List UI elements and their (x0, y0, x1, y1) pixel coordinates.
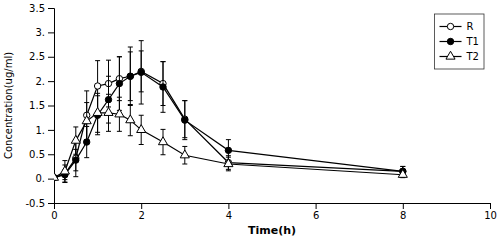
point (180, 150, 189, 158)
legend-entry: R (440, 21, 474, 32)
y-tick: 1. (35, 125, 54, 136)
series (54, 51, 406, 183)
x-tick-label: 0 (51, 210, 57, 221)
x-tick: 0 (51, 203, 57, 221)
x-tick-mark (316, 203, 317, 209)
point (225, 147, 231, 153)
point (82, 116, 91, 124)
point (160, 84, 166, 90)
x-tick-label: 10 (484, 210, 497, 221)
legend-entry: T2 (440, 51, 479, 62)
y-tick-mark (48, 8, 54, 9)
x-tick: 4 (226, 203, 232, 221)
y-tick-label: 2. (35, 76, 45, 87)
y-tick-label: 2.5 (29, 51, 45, 62)
x-tick: 2 (139, 203, 145, 221)
point (94, 83, 100, 89)
point (93, 108, 102, 116)
y-tick-label: 3.5 (29, 3, 45, 14)
legend: R T1 T2 (435, 14, 484, 69)
point (138, 69, 144, 75)
x-axis-title: Time(h) (248, 224, 296, 237)
point (60, 166, 69, 174)
series (54, 41, 406, 181)
y-tick-mark (48, 81, 54, 82)
point (138, 68, 144, 74)
legend-label: R (467, 21, 474, 32)
y-tick: 1.5 (29, 100, 54, 111)
legend-label: T1 (466, 36, 479, 47)
y-tick-mark (48, 130, 54, 131)
error-bar (161, 62, 166, 113)
legend-box (435, 14, 484, 69)
x-tick-label: 2 (139, 210, 145, 221)
y-tick-label: 1. (35, 125, 45, 136)
x-tick-label: 4 (226, 210, 232, 221)
legend-marker (447, 38, 453, 44)
series (54, 93, 407, 182)
point (127, 73, 133, 79)
y-tick-mark (48, 32, 54, 33)
error-bar (128, 47, 133, 106)
point (116, 80, 122, 86)
y-tick-label: 0. (35, 173, 45, 184)
point (127, 73, 133, 79)
y-tick: 0. (35, 173, 54, 184)
y-tick-mark (48, 179, 54, 180)
y-tick-mark (48, 106, 54, 107)
point (137, 125, 146, 133)
series-line (54, 71, 403, 177)
x-axis: 0 2 4 6 8 10 (51, 203, 497, 221)
y-tick: 2. (35, 76, 54, 87)
plot-root: 0 2 4 6 8 10 -0.5 0. 0.5 1. 1.5 2. 2.5 3. 3.5 Time(h) Co… (3, 3, 497, 237)
x-axis-line (55, 204, 491, 210)
legend-marker (447, 23, 453, 29)
y-tick-mark (48, 154, 54, 155)
y-tick-label: 3. (35, 27, 45, 38)
point (71, 135, 80, 143)
y-tick: -0.5 (25, 198, 54, 209)
legend-entry: T1 (440, 36, 479, 47)
chart: 0 2 4 6 8 10 -0.5 0. 0.5 1. 1.5 2. 2.5 3. 3.5 Time(h) Co… (0, 0, 500, 239)
x-tick: 8 (400, 203, 406, 221)
point (224, 159, 233, 167)
y-tick-label: 0.5 (29, 149, 45, 160)
plot-area (54, 41, 407, 183)
point (73, 157, 79, 163)
x-tick-label: 8 (400, 210, 406, 221)
x-tick-label: 6 (313, 210, 319, 221)
x-tick-mark (141, 203, 142, 209)
legend-label: T2 (466, 51, 479, 62)
y-axis: -0.5 0. 0.5 1. 1.5 2. 2.5 3. 3.5 (25, 3, 54, 209)
point (398, 169, 407, 177)
series-line (54, 72, 403, 177)
x-tick-mark (403, 203, 404, 209)
y-tick: 3. (35, 27, 54, 38)
point (182, 117, 188, 123)
y-tick: 0.5 (29, 149, 54, 160)
series-line (54, 113, 403, 178)
point (126, 115, 135, 123)
x-tick-mark (228, 203, 229, 209)
error-bar (182, 101, 187, 140)
y-axis-line (48, 9, 55, 204)
x-tick: 6 (313, 203, 319, 221)
x-tick-mark (490, 203, 491, 209)
y-tick-label: 1.5 (29, 100, 45, 111)
y-tick-label: -0.5 (25, 198, 45, 209)
error-bar (139, 41, 144, 104)
y-tick-mark (48, 203, 54, 204)
y-tick-mark (48, 57, 54, 58)
point (54, 172, 59, 180)
point (115, 109, 124, 117)
y-axis-title: Concentration(ug/ml) (3, 52, 14, 159)
legend-marker (446, 51, 455, 59)
point (104, 108, 113, 116)
y-tick: 2.5 (29, 51, 54, 62)
y-tick: 3.5 (29, 3, 54, 14)
x-tick: 10 (484, 203, 497, 221)
point (158, 137, 167, 145)
